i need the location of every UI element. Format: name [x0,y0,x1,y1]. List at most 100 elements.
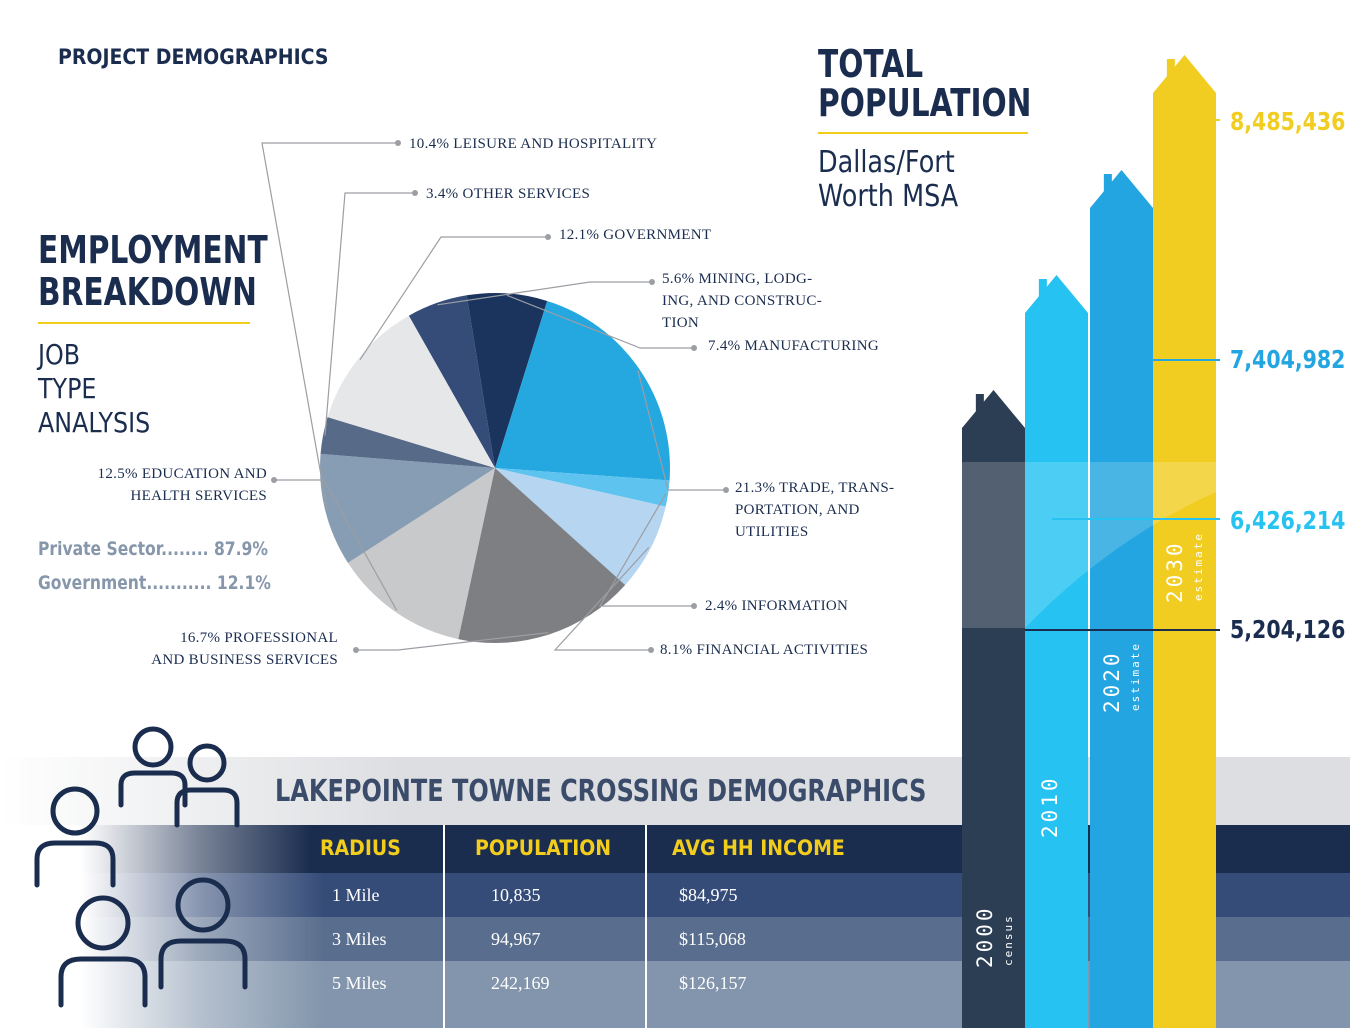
chimney [1103,174,1112,196]
pie-leader-dot [353,647,359,653]
employment-title-line2: BREAKDOWN [38,270,257,314]
pie-slice [319,453,495,563]
pie-label-line: 21.3% TRADE, TRANS- [735,480,895,496]
employment-subtitle-line: JOB [38,338,81,371]
year-text: 2000 [973,905,997,968]
pie-leader-dot [723,487,729,493]
chimney [1166,59,1175,81]
page-title: PROJECT DEMOGRAPHICS [58,45,329,69]
pie-leader-dot [545,234,551,240]
pie-leader-line [359,236,548,361]
pie-label-line: ING, AND CONSTRUC- [662,293,822,309]
pie-label-line: 12.1% GOVERNMENT [559,227,712,243]
pie-label-line: UTILITIES [735,524,809,540]
pie-slice [495,468,666,585]
pie-leader-line [261,142,398,511]
pie-label-line: 5.6% MINING, LODG- [662,271,813,287]
pie-leader-line [274,479,398,611]
employment-subtitle: JOB TYPE ANALYSIS [38,338,150,440]
pie-leader-dot [648,647,654,653]
pie-label-information: 2.4% INFORMATION [705,595,848,617]
population-bar [962,390,1025,1028]
year-note: estimate [1129,642,1142,711]
year-label-2030: 2030 estimate [1163,532,1206,603]
pie-leader-dot [395,140,401,146]
year-text: 2010 [1038,775,1062,838]
year-label-2000: 2000 census [973,905,1016,968]
table-title: LAKEPOINTE TOWNE CROSSING DEMOGRAPHICS [275,774,927,809]
pie-leader-dot [271,477,277,483]
employment-subtitle-line: ANALYSIS [38,406,151,439]
year-note: census [1002,914,1015,966]
government-stat: Government........... 12.1% [38,572,271,594]
population-bar [1025,275,1088,1028]
cell-income: $126,157 [679,973,747,993]
population-bar [1153,55,1216,1028]
pie-label-line: 8.1% FINANCIAL ACTIVITIES [660,642,869,658]
population-title-line2: POPULATION [818,81,1032,125]
pie-label-line: 16.7% PROFESSIONAL [180,630,338,646]
year-text: 2030 [1163,540,1187,603]
pie-label-education: 12.5% EDUCATION AND HEALTH SERVICES [47,463,267,507]
year-text: 2020 [1100,650,1124,713]
year-label-2020: 2020 estimate [1100,642,1143,713]
table-divider [443,825,445,1028]
column-header-radius: RADIUS [320,836,401,860]
employment-title-underline [38,322,250,324]
pie-slice [320,417,495,468]
population-subtitle: Dallas/Fort Worth MSA [818,146,958,214]
pie-label-professional: 16.7% PROFESSIONAL AND BUSINESS SERVICES [98,627,338,671]
pie-leader-line [356,632,549,651]
population-subtitle-line: Worth MSA [818,179,959,214]
pie-leader-line [637,370,726,491]
table-divider [645,825,647,1028]
pie-label-financial: 8.1% FINANCIAL ACTIVITIES [660,639,868,661]
pie-leader-line [437,281,652,306]
pie-slice [495,468,670,507]
pie-leader-dot [649,279,655,285]
pie-label-line: 3.4% OTHER SERVICES [426,186,591,202]
pie-label-trade: 21.3% TRADE, TRANS- PORTATION, AND UTILI… [735,477,894,543]
year-label-2010: 2010 [1038,775,1062,838]
cell-population: 94,967 [491,929,541,949]
cell-radius: 5 Miles [332,973,387,993]
column-header-population: POPULATION [475,836,612,860]
chimney [1038,279,1047,301]
pie-label-government: 12.1% GOVERNMENT [559,224,711,246]
pie-slice [458,468,626,644]
cell-population: 242,169 [491,973,550,993]
population-title-underline [818,132,1028,134]
pie-leader-line [598,493,694,607]
pie-slice [327,315,495,468]
pie-slice [495,300,670,481]
pie-label-line: TION [662,315,700,331]
population-value-2020: 7,404,982 [1230,345,1346,374]
cell-population: 10,835 [491,885,541,905]
people-icon [25,715,265,1028]
pie-leader-dot [412,190,418,196]
population-title-line1: TOTAL [818,42,924,86]
employment-subtitle-line: TYPE [38,372,97,405]
pie-leader-dot [691,345,697,351]
pie-label-line: PORTATION, AND [735,502,860,518]
population-value-2010: 6,426,214 [1230,506,1346,535]
pie-label-line: 2.4% INFORMATION [705,598,849,614]
pie-label-line: HEALTH SERVICES [130,488,267,504]
pie-slice [466,292,548,468]
population-ribbon [942,462,1216,628]
population-value-2030: 8,485,436 [1230,107,1346,136]
pie-label-manufacturing: 7.4% MANUFACTURING [708,335,879,357]
pie-leader-line [506,294,694,349]
pie-leader-dot [691,603,697,609]
pie-label-line: 10.4% LEISURE AND HOSPITALITY [409,136,658,152]
pie-label-line: 12.5% EDUCATION AND [97,466,267,482]
column-header-income: AVG HH INCOME [672,836,845,860]
pie-label-other: 3.4% OTHER SERVICES [426,183,590,205]
cell-radius: 1 Mile [332,885,380,905]
pie-label-leisure: 10.4% LEISURE AND HOSPITALITY [409,133,657,155]
pie-label-line: 7.4% MANUFACTURING [708,338,879,354]
pie-label-mining: 5.6% MINING, LODG- ING, AND CONSTRUC- TI… [662,268,822,334]
cell-radius: 3 Miles [332,929,387,949]
